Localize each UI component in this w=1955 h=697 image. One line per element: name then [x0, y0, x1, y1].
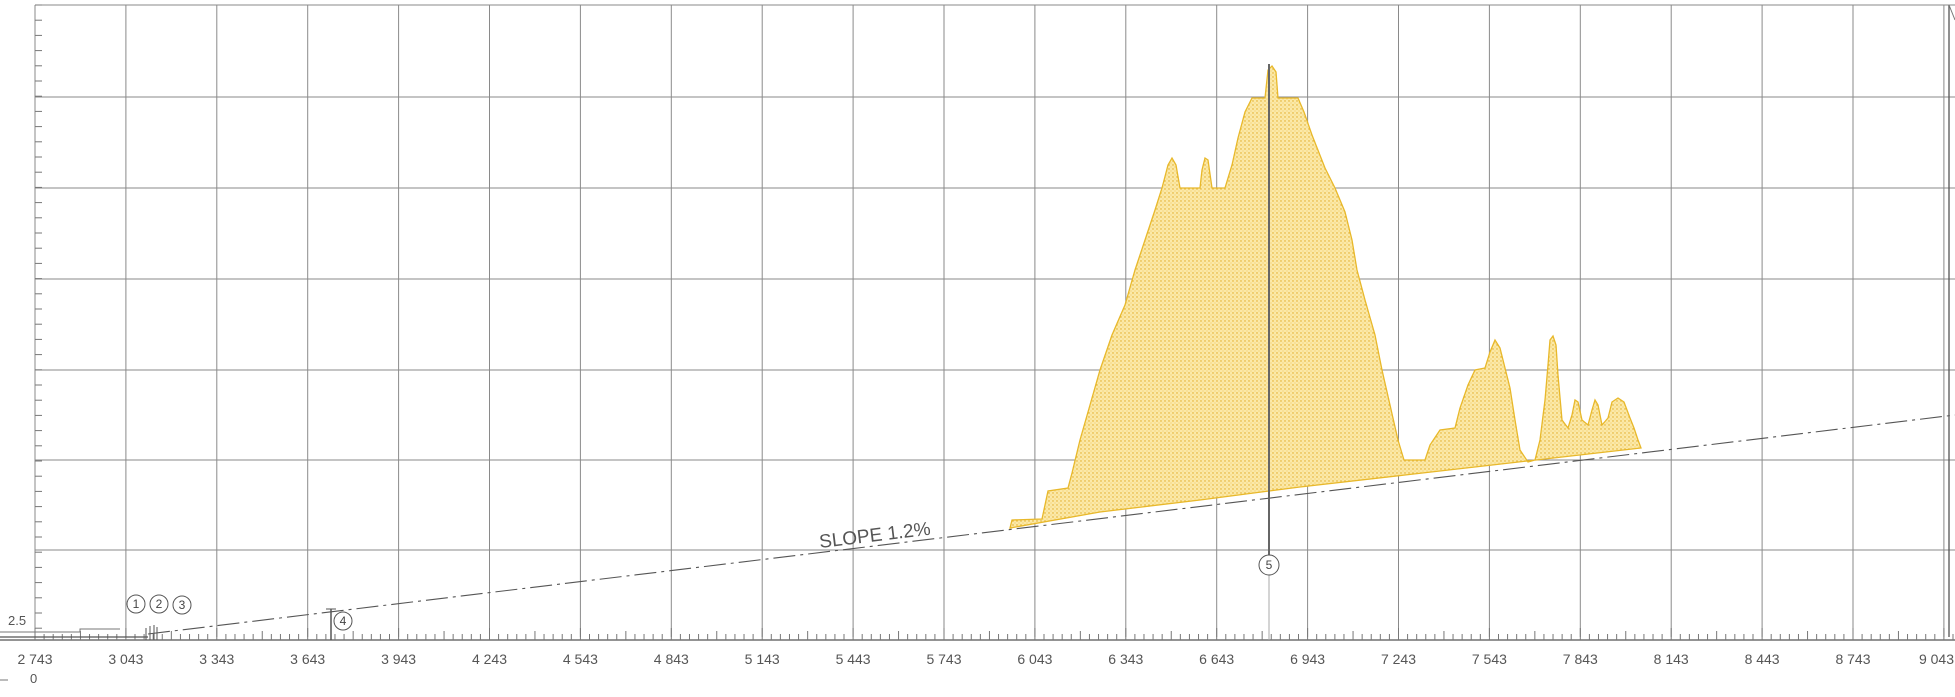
x-tick-label: 5 443 — [836, 651, 871, 667]
x-tick-label: 3 343 — [199, 651, 234, 667]
callout-5: 5 — [1258, 554, 1280, 576]
grid — [34, 4, 1955, 637]
x-tick-label: 6 343 — [1108, 651, 1143, 667]
x-tick-label: 7 243 — [1381, 651, 1416, 667]
x-tick-label: 4 243 — [472, 651, 507, 667]
x-axis-labels: 2 743 3 043 3 343 3 643 3 943 4 243 4 543 4 843… — [17, 651, 1954, 667]
x-tick-label: 2 743 — [17, 651, 52, 667]
bottom-ruler — [0, 628, 1955, 641]
svg-text:4: 4 — [340, 614, 347, 628]
left-ruler — [35, 4, 42, 629]
svg-text:1: 1 — [133, 597, 140, 611]
callout-3: 3 — [172, 595, 192, 615]
base-line-upper — [0, 628, 120, 633]
x-axis-extra-label: 0 — [30, 671, 37, 686]
x-tick-label: 4 543 — [563, 651, 598, 667]
x-tick-label: 3 943 — [381, 651, 416, 667]
svg-text:3: 3 — [179, 598, 186, 612]
x-tick-label: 8 443 — [1745, 651, 1780, 667]
x-tick-label: 3 643 — [290, 651, 325, 667]
x-tick-label: 8 743 — [1835, 651, 1870, 667]
callout-4: 4 — [333, 611, 353, 631]
x-tick-label: 9 043 — [1919, 651, 1954, 667]
x-tick-label: 3 043 — [108, 651, 143, 667]
svg-text:2: 2 — [156, 597, 163, 611]
x-tick-label: 5 743 — [926, 651, 961, 667]
structure-lines-123 — [145, 625, 158, 640]
y-axis-label: 2.5 — [8, 613, 26, 628]
x-tick-label: 6 943 — [1290, 651, 1325, 667]
terrain-fill-main — [1009, 64, 1642, 529]
x-tick-label: 6 043 — [1017, 651, 1052, 667]
x-tick-label: 6 643 — [1199, 651, 1234, 667]
slope-label: SLOPE 1.2% — [818, 519, 932, 553]
x-tick-label: 7 843 — [1563, 651, 1598, 667]
svg-text:5: 5 — [1266, 558, 1273, 572]
x-tick-label: 7 543 — [1472, 651, 1507, 667]
callout-2: 2 — [149, 594, 169, 614]
x-tick-label: 4 843 — [654, 651, 689, 667]
x-tick-label: 8 143 — [1654, 651, 1689, 667]
callout-1: 1 — [126, 594, 146, 614]
x-tick-label: 5 143 — [745, 651, 780, 667]
right-edge-slant — [1948, 4, 1955, 21]
slope-line — [147, 414, 1955, 635]
